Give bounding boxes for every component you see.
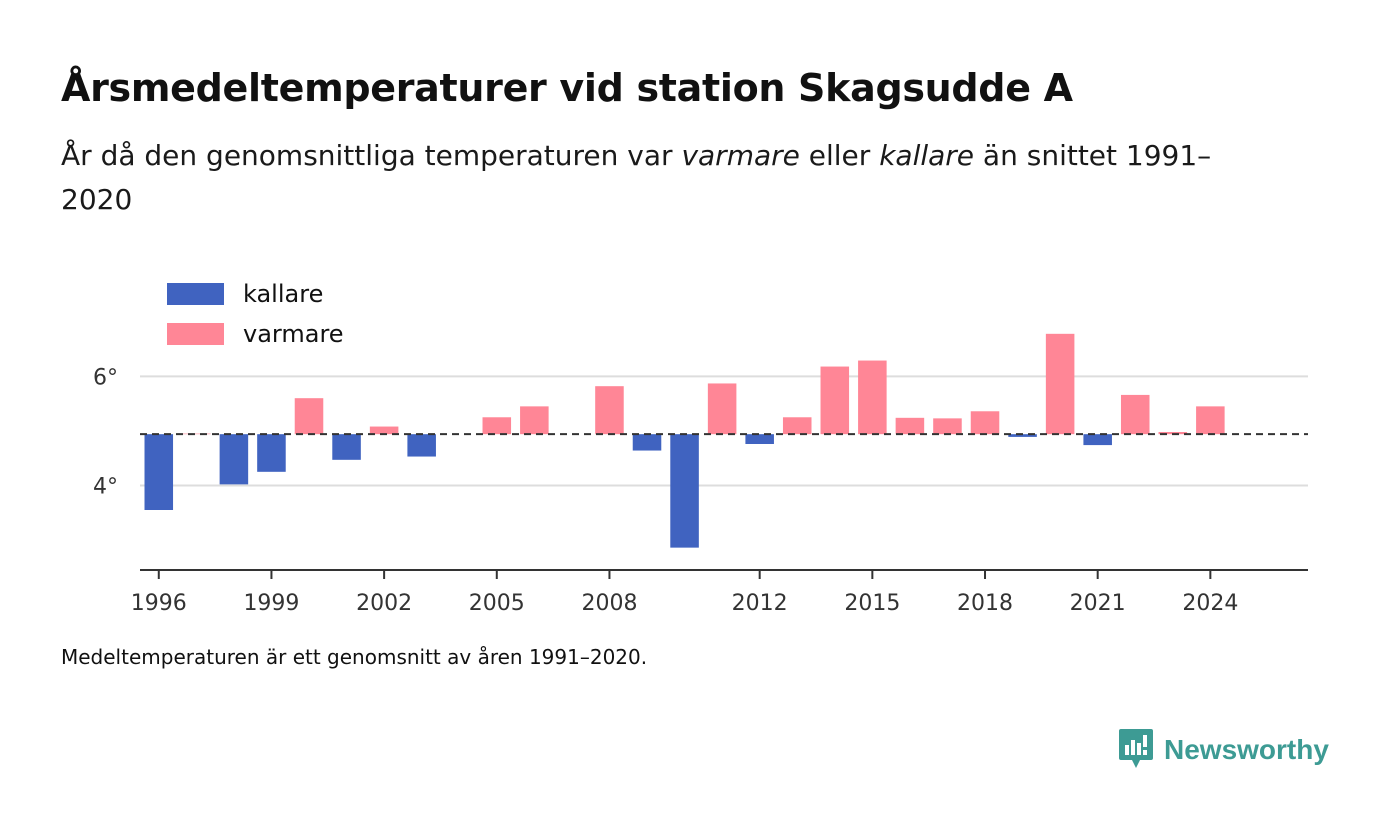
x-tick-label: 2012 xyxy=(732,591,788,616)
bar-1998 xyxy=(219,434,249,485)
gridlines: 4° 6° xyxy=(93,365,1308,499)
bar-1996 xyxy=(144,434,174,510)
bar-2024 xyxy=(1196,406,1225,435)
bar-2011 xyxy=(707,383,737,435)
x-tick-label: 2024 xyxy=(1182,591,1238,616)
bar-2013 xyxy=(782,417,812,435)
bar-1999 xyxy=(257,434,286,472)
newsworthy-icon xyxy=(1119,729,1153,768)
bar-2014 xyxy=(820,366,850,435)
bar-2001 xyxy=(332,434,361,460)
legend-swatch-varmare xyxy=(167,323,224,345)
bar-2022 xyxy=(1120,394,1150,435)
bar-2009 xyxy=(632,434,662,451)
bar-2002 xyxy=(369,426,399,435)
bar-2003 xyxy=(407,434,436,457)
bar-2019 xyxy=(1008,434,1037,437)
subtitle-text-1: År då den genomsnittliga temperaturen va… xyxy=(61,139,682,172)
x-tick-label: 1999 xyxy=(243,591,299,616)
legend: kallare varmare xyxy=(158,270,358,360)
subtitle-colder: kallare xyxy=(879,139,975,172)
subtitle-warmer: varmare xyxy=(681,139,800,172)
bar-chart: 4° 6° 1996 1999 2002 2005 2008 2012 2015 2018 202… xyxy=(93,270,1308,616)
x-tick-label: 2005 xyxy=(469,591,525,616)
bar-2018 xyxy=(970,411,1000,435)
bar-2021 xyxy=(1083,434,1112,446)
brand-name: Newsworthy xyxy=(1164,734,1329,765)
bar-2015 xyxy=(858,360,887,435)
bar-2020 xyxy=(1045,333,1075,435)
legend-label-kallare: kallare xyxy=(243,280,323,308)
bars xyxy=(144,333,1225,548)
bar-2012 xyxy=(745,434,774,444)
subtitle-text-3: än snittet 1991–2020 xyxy=(61,139,1212,216)
footnote: Medeltemperaturen är ett genomsnitt av å… xyxy=(61,645,648,669)
y-tick-label: 6° xyxy=(93,365,118,390)
x-tick-label: 2021 xyxy=(1070,591,1126,616)
chart-title: Årsmedeltemperaturer vid station Skagsud… xyxy=(61,66,1073,110)
legend-swatch-kallare xyxy=(167,283,224,305)
bar-1997 xyxy=(182,433,211,435)
bar-2017 xyxy=(933,418,962,435)
x-tick-label: 2008 xyxy=(581,591,637,616)
subtitle-text-2: eller xyxy=(799,139,880,172)
legend-label-varmare: varmare xyxy=(243,320,344,348)
bar-2005 xyxy=(482,417,512,435)
x-tick-label: 1996 xyxy=(131,591,187,616)
x-tick-label: 2018 xyxy=(957,591,1013,616)
x-tick-label: 2002 xyxy=(356,591,412,616)
bar-2008 xyxy=(595,386,624,435)
y-tick-label: 4° xyxy=(93,474,118,499)
bar-2023 xyxy=(1158,432,1188,435)
x-axis: 1996 1999 2002 2005 2008 2012 2015 2018 2021 2024 xyxy=(131,569,1308,616)
chart-subtitle: År då den genomsnittliga temperaturen va… xyxy=(61,134,1261,222)
bar-2000 xyxy=(294,398,324,435)
x-tick-label: 2015 xyxy=(844,591,900,616)
bar-2010 xyxy=(670,434,699,548)
bar-2016 xyxy=(895,417,925,435)
newsworthy-logo: Newsworthy xyxy=(1118,728,1329,772)
bar-2006 xyxy=(520,406,549,435)
